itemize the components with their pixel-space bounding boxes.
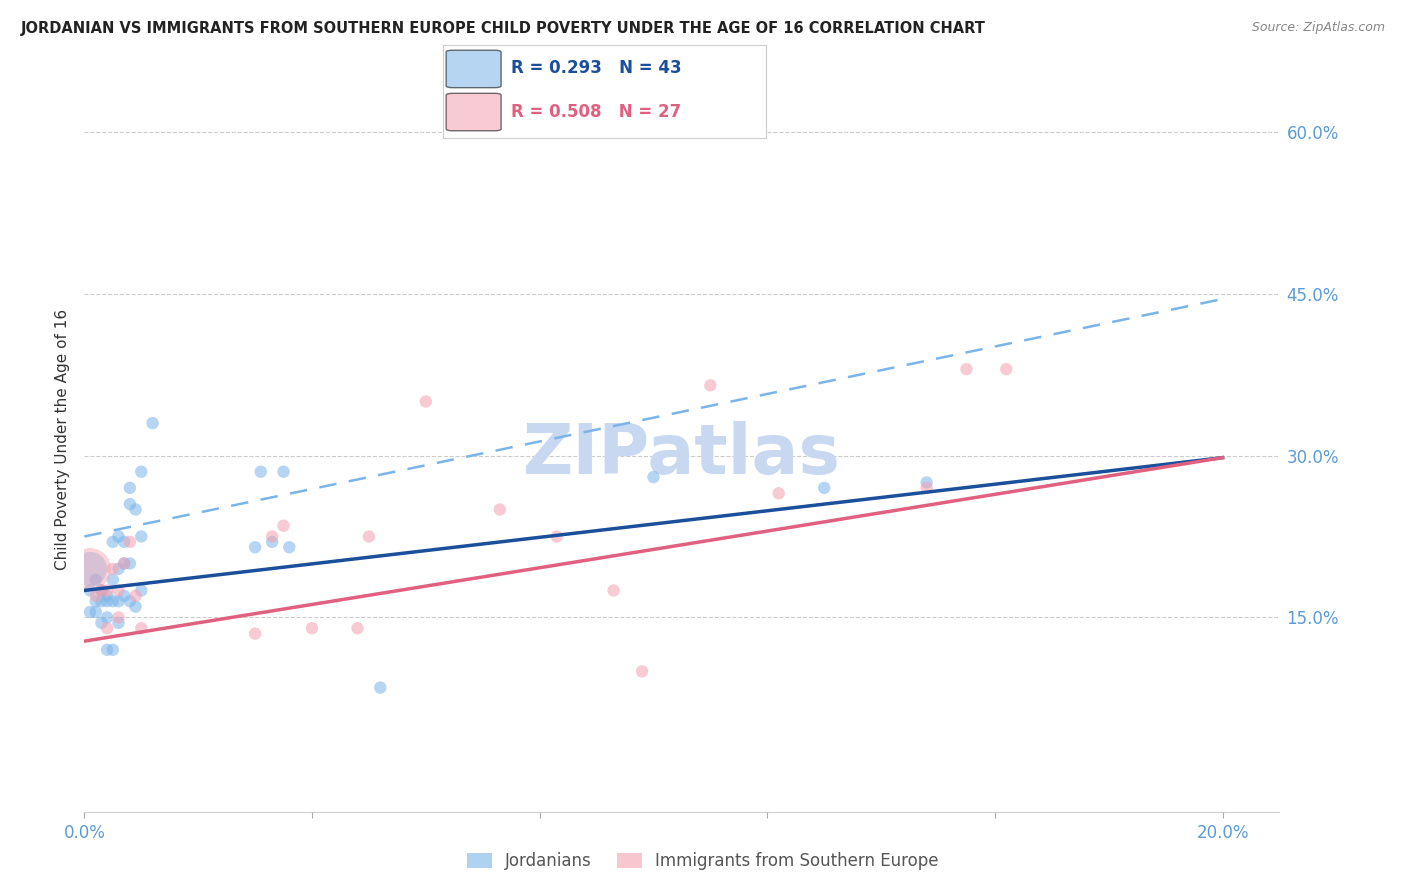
Point	[995, 362, 1018, 376]
Point	[112, 557, 135, 571]
Point	[118, 594, 141, 608]
Point	[129, 621, 152, 635]
Point	[346, 621, 368, 635]
Point	[90, 583, 112, 598]
Point	[96, 610, 118, 624]
Point	[602, 583, 624, 598]
Point	[301, 621, 323, 635]
Point	[118, 534, 141, 549]
Point	[90, 594, 112, 608]
Point	[79, 605, 101, 619]
Point	[415, 394, 437, 409]
Point	[262, 534, 284, 549]
Point	[118, 557, 141, 571]
Point	[84, 573, 107, 587]
Point	[96, 594, 118, 608]
Point	[915, 481, 938, 495]
Point	[90, 583, 112, 598]
Text: Source: ZipAtlas.com: Source: ZipAtlas.com	[1251, 21, 1385, 34]
Point	[112, 557, 135, 571]
Point	[768, 486, 790, 500]
Point	[84, 605, 107, 619]
Point	[142, 416, 165, 430]
Point	[107, 594, 129, 608]
Point	[96, 589, 118, 603]
Point	[107, 610, 129, 624]
Point	[101, 642, 124, 657]
Point	[129, 583, 152, 598]
Text: R = 0.293   N = 43: R = 0.293 N = 43	[510, 60, 682, 78]
Point	[118, 481, 141, 495]
Point	[643, 470, 665, 484]
Point	[915, 475, 938, 490]
Legend: Jordanians, Immigrants from Southern Europe: Jordanians, Immigrants from Southern Eur…	[460, 846, 946, 877]
Point	[488, 502, 510, 516]
Point	[107, 562, 129, 576]
Point	[273, 518, 295, 533]
Point	[546, 529, 568, 543]
Point	[101, 573, 124, 587]
Point	[955, 362, 977, 376]
Point	[101, 562, 124, 576]
Point	[118, 497, 141, 511]
Point	[79, 583, 101, 598]
Point	[249, 465, 271, 479]
Point	[107, 615, 129, 630]
Point	[278, 541, 301, 555]
Point	[96, 583, 118, 598]
Point	[90, 583, 112, 598]
Point	[107, 529, 129, 543]
Point	[129, 529, 152, 543]
Point	[129, 465, 152, 479]
Point	[96, 621, 118, 635]
Point	[124, 589, 146, 603]
Text: R = 0.508   N = 27: R = 0.508 N = 27	[510, 103, 681, 120]
Point	[101, 534, 124, 549]
Point	[84, 589, 107, 603]
Point	[368, 681, 391, 695]
Y-axis label: Child Poverty Under the Age of 16: Child Poverty Under the Age of 16	[55, 309, 70, 570]
Point	[124, 599, 146, 614]
Point	[101, 594, 124, 608]
Point	[79, 562, 101, 576]
Point	[124, 502, 146, 516]
Point	[262, 529, 284, 543]
Point	[84, 594, 107, 608]
Point	[273, 465, 295, 479]
Point	[357, 529, 380, 543]
Text: JORDANIAN VS IMMIGRANTS FROM SOUTHERN EUROPE CHILD POVERTY UNDER THE AGE OF 16 C: JORDANIAN VS IMMIGRANTS FROM SOUTHERN EU…	[21, 21, 986, 36]
Point	[243, 541, 266, 555]
Point	[90, 615, 112, 630]
Point	[107, 583, 129, 598]
Point	[96, 642, 118, 657]
Point	[243, 626, 266, 640]
Point	[699, 378, 721, 392]
Text: ZIPatlas: ZIPatlas	[523, 421, 841, 488]
Point	[112, 534, 135, 549]
FancyBboxPatch shape	[446, 50, 501, 87]
FancyBboxPatch shape	[446, 94, 501, 131]
Point	[79, 562, 101, 576]
Point	[813, 481, 835, 495]
Point	[112, 589, 135, 603]
Point	[631, 665, 654, 679]
